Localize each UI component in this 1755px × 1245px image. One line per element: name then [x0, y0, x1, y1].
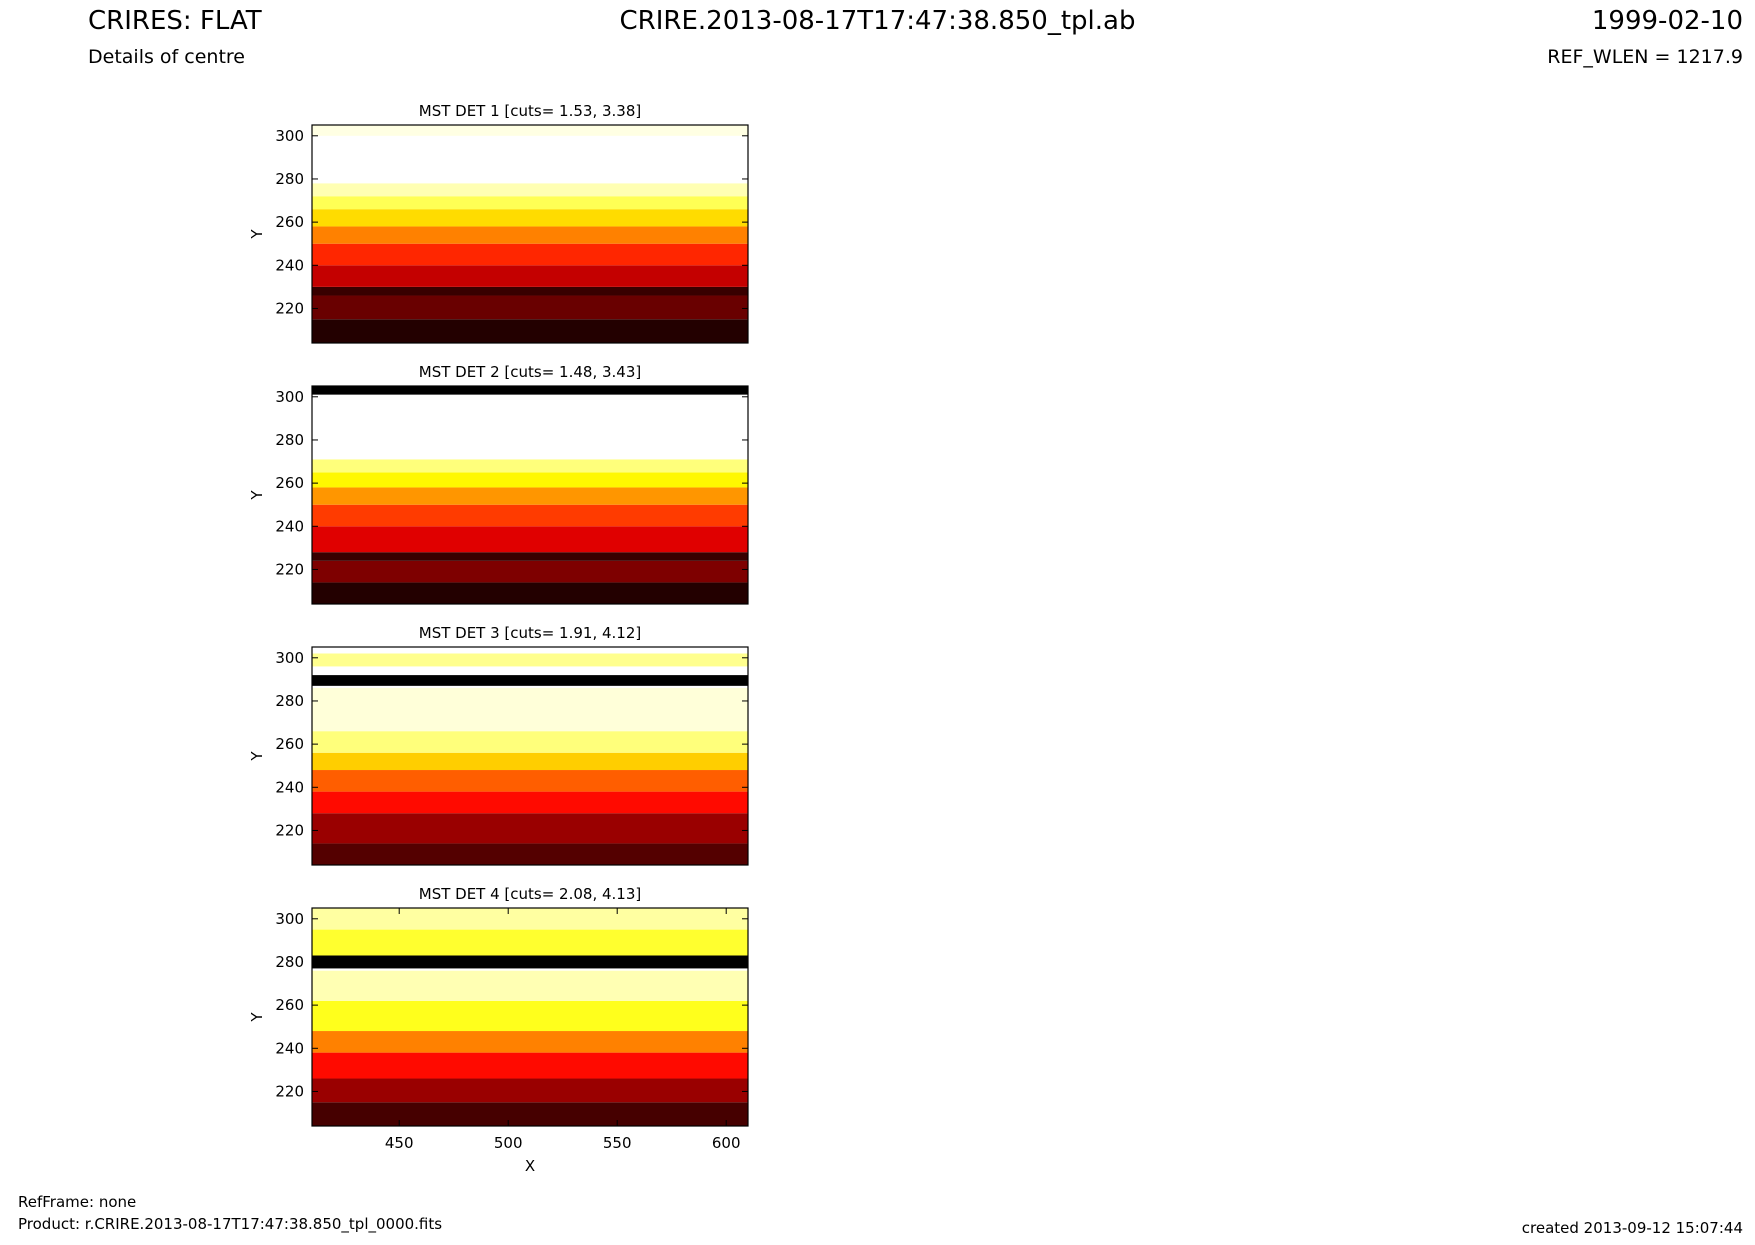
- heatmap-band-3-7: [312, 688, 748, 732]
- heatmap-band-3-4: [312, 770, 748, 792]
- heatmap-band-3-1: [312, 843, 748, 865]
- heatmap-band-1-3: [312, 286, 748, 296]
- heatmap-band-4-8: [312, 955, 748, 969]
- xtick-label: 450: [385, 1134, 414, 1152]
- ytick-label: 240: [275, 517, 304, 535]
- heatmap-image-1: [312, 125, 748, 343]
- ytick-label: 280: [275, 431, 304, 449]
- ytick-label: 220: [275, 560, 304, 578]
- ytick-label: 280: [275, 170, 304, 188]
- heatmap-band-4-7: [312, 968, 748, 971]
- xtick-label: 550: [603, 1134, 632, 1152]
- ytick-label: 280: [275, 953, 304, 971]
- subtitle-right: REF_WLEN = 1217.9: [1547, 46, 1743, 68]
- plot-title-1: MST DET 1 [cuts= 1.53, 3.38]: [419, 102, 642, 120]
- ytick-label: 280: [275, 692, 304, 710]
- footer-refframe: RefFrame: none: [18, 1193, 137, 1211]
- plot-title-2: MST DET 2 [cuts= 1.48, 3.43]: [419, 363, 642, 381]
- heatmap-band-2-10: [312, 386, 748, 395]
- ytick-label: 260: [275, 213, 304, 231]
- ytick-label: 240: [275, 1039, 304, 1057]
- heatmap-band-2-7: [312, 472, 748, 488]
- plot-frame-3: [311, 646, 749, 866]
- heatmap-band-1-10: [312, 135, 748, 184]
- heatmap-band-3-11: [312, 653, 748, 667]
- ytick-label: 260: [275, 474, 304, 492]
- heatmap-band-1-6: [312, 226, 748, 244]
- ytick-label: 240: [275, 778, 304, 796]
- heatmap-band-4-4: [312, 1031, 748, 1053]
- ytick-label: 300: [275, 388, 304, 406]
- ylabel-2: Y: [248, 490, 266, 501]
- ytick-label: 220: [275, 821, 304, 839]
- plot-frame-2: [311, 385, 749, 605]
- ytick-label: 220: [275, 299, 304, 317]
- heatmap-image-4: [312, 908, 748, 1126]
- heatmap-band-2-5: [312, 504, 748, 527]
- plot-frame-1: [311, 124, 749, 344]
- heatmap-band-3-10: [312, 666, 748, 676]
- ytick-label: 300: [275, 649, 304, 667]
- heatmap-band-1-5: [312, 243, 748, 266]
- heatmap-band-2-9: [312, 394, 748, 460]
- plot-title-3: MST DET 3 [cuts= 1.91, 4.12]: [419, 624, 642, 642]
- subtitle-left: Details of centre: [88, 46, 245, 68]
- heatmap-band-3-9: [312, 675, 748, 686]
- heatmap-image-2: [312, 386, 748, 604]
- ylabel-4: Y: [248, 1012, 266, 1023]
- ytick-label: 220: [275, 1082, 304, 1100]
- ytick-label: 260: [275, 996, 304, 1014]
- heatmap-band-2-8: [312, 459, 748, 473]
- plot-panel-3: MST DET 3 [cuts= 1.91, 4.12] 220 240 260 280…: [248, 624, 749, 866]
- title-left: CRIRES: FLAT: [88, 6, 262, 36]
- heatmap-band-1-1: [312, 319, 748, 343]
- heatmap-band-3-5: [312, 752, 748, 771]
- heatmap-band-4-6: [312, 970, 748, 1001]
- heatmap-band-1-9: [312, 183, 748, 197]
- footer-created: created 2013-09-12 15:07:44: [1521, 1219, 1743, 1237]
- heatmap-band-1-2: [312, 295, 748, 320]
- heatmap-image-3: [312, 647, 748, 865]
- heatmap-band-3-3: [312, 791, 748, 814]
- heatmap-band-1-8: [312, 196, 748, 210]
- heatmap-band-4-10: [312, 908, 748, 930]
- plot-panel-2: MST DET 2 [cuts= 1.48, 3.43] 220 240 260 280…: [248, 363, 749, 605]
- heatmap-band-2-4: [312, 526, 748, 553]
- heatmap-band-2-1: [312, 582, 748, 604]
- plot-panel-1: MST DET 1 [cuts= 1.53, 3.38] 220 240 260 280…: [248, 102, 749, 344]
- ytick-label: 260: [275, 735, 304, 753]
- heatmap-band-4-2: [312, 1078, 748, 1103]
- plot-panel-4: MST DET 4 [cuts= 2.08, 4.13] 220 240 260 280…: [248, 885, 749, 1175]
- heatmap-band-1-11: [312, 125, 748, 136]
- footer-product: Product: r.CRIRE.2013-08-17T17:47:38.850…: [18, 1215, 443, 1233]
- xtick-label: 500: [494, 1134, 523, 1152]
- ytick-label: 300: [275, 910, 304, 928]
- heatmap-band-1-7: [312, 209, 748, 227]
- heatmap-band-2-2: [312, 560, 748, 583]
- xlabel-4: X: [525, 1157, 535, 1175]
- xtick-label: 600: [712, 1134, 741, 1152]
- heatmap-band-3-6: [312, 731, 748, 753]
- heatmap-band-1-4: [312, 265, 748, 287]
- heatmap-band-3-2: [312, 813, 748, 844]
- ytick-label: 240: [275, 256, 304, 274]
- heatmap-band-4-3: [312, 1052, 748, 1079]
- heatmap-band-3-8: [312, 685, 748, 689]
- title-right: 1999-02-10: [1591, 6, 1743, 36]
- heatmap-band-4-5: [312, 1000, 748, 1032]
- plot-frame-4: [311, 907, 749, 1127]
- heatmap-band-4-1: [312, 1102, 748, 1126]
- heatmap-band-2-6: [312, 487, 748, 505]
- plot-title-4: MST DET 4 [cuts= 2.08, 4.13]: [419, 885, 642, 903]
- ytick-label: 300: [275, 127, 304, 145]
- ylabel-3: Y: [248, 751, 266, 762]
- heatmap-band-2-3: [312, 552, 748, 561]
- ylabel-1: Y: [248, 229, 266, 240]
- heatmap-band-3-12: [312, 647, 748, 654]
- title-center: CRIRE.2013-08-17T17:47:38.850_tpl.ab: [619, 6, 1136, 36]
- heatmap-band-4-9: [312, 929, 748, 956]
